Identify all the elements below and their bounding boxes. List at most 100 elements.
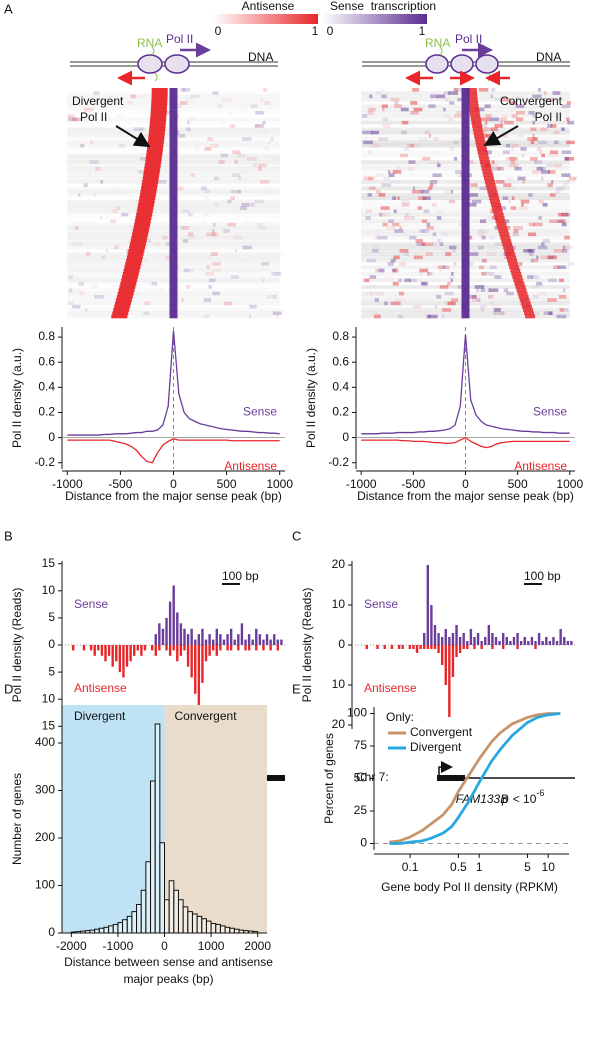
heatmap-band [149, 120, 166, 125]
heatmap-speckle [268, 140, 272, 145]
heatmap-speckle [262, 88, 268, 92]
bar [527, 641, 530, 645]
heatmap-speckle [365, 209, 373, 214]
heatmap-band [468, 104, 479, 109]
tss-arrow [438, 761, 453, 775]
heatmap-speckle [518, 206, 528, 210]
heatmap-speckle [67, 114, 75, 118]
heatmap-speckle [252, 163, 258, 168]
bar [437, 645, 440, 653]
heatmap-band [461, 308, 470, 312]
heatmap-speckle [262, 278, 265, 283]
heatmap-speckle [263, 101, 270, 105]
heatmap-band [461, 150, 470, 155]
heatmap-speckle [73, 242, 83, 247]
bar [229, 645, 233, 651]
colorbar-label: Antisense [242, 0, 295, 13]
heatmap-speckle [242, 137, 252, 141]
heatmap-speckle [68, 265, 71, 269]
heatmap-speckle [453, 114, 464, 118]
heatmap-band [478, 153, 489, 158]
colorbar-label: Sense transcription [330, 0, 436, 13]
heatmap-band [144, 166, 161, 171]
histogram-bar [112, 923, 119, 934]
heatmap-speckle [93, 193, 96, 197]
heatmap-speckle [444, 114, 451, 118]
series-label: Sense [364, 597, 398, 611]
heatmap-speckle [479, 117, 490, 122]
heatmap-band [507, 258, 518, 263]
bar [222, 639, 226, 645]
heatmap-band [513, 278, 524, 283]
bar [140, 645, 143, 656]
heatmap-speckle [133, 127, 144, 132]
bar [190, 628, 193, 645]
bar [473, 645, 476, 649]
heatmap-speckle [401, 199, 410, 204]
heatmap-speckle [562, 245, 566, 250]
heatmap-speckle [491, 127, 498, 132]
y-tick-label: 15 [42, 718, 56, 732]
region [164, 705, 267, 933]
heatmap-speckle [212, 91, 219, 95]
heatmap-speckle [426, 222, 431, 227]
bar [244, 639, 247, 645]
x-tick-label: 1 [476, 860, 483, 874]
heatmap-speckle [481, 272, 486, 276]
heatmap-band [470, 114, 481, 118]
heatmap-speckle [191, 229, 201, 233]
heatmap-speckle [212, 262, 221, 266]
heatmap-speckle [547, 124, 553, 128]
heatmap-speckle [392, 281, 399, 286]
histogram-bar [224, 926, 231, 934]
heatmap-speckle [539, 150, 543, 155]
histogram-bar [103, 926, 110, 934]
bar [247, 634, 251, 645]
heatmap-speckle [547, 183, 553, 187]
heatmap-speckle [516, 111, 525, 115]
heatmap-speckle [262, 120, 266, 125]
heatmap-speckle [381, 104, 388, 109]
heatmap-speckle [393, 255, 400, 260]
heatmap-speckle [78, 281, 84, 286]
heatmap-band [521, 304, 532, 309]
heatmap-speckle [376, 173, 384, 178]
y-tick-label: 0.4 [38, 379, 55, 393]
bar [430, 605, 433, 645]
heatmap-speckle [528, 111, 535, 115]
heatmap-speckle [435, 209, 445, 214]
heatmap-band [169, 196, 178, 201]
heatmap-band [505, 252, 516, 256]
x-tick-label: 10 [542, 860, 556, 874]
p-value-part: p [501, 792, 509, 806]
bar [408, 645, 412, 649]
heatmap-speckle [371, 143, 381, 148]
bar [262, 639, 265, 645]
heatmap-speckle [262, 131, 266, 135]
heatmap-speckle [538, 199, 544, 204]
bar [233, 639, 236, 645]
heatmap-speckle [561, 222, 567, 227]
heatmap-speckle [520, 147, 527, 151]
heatmap-band [151, 97, 168, 102]
heatmap-band [150, 117, 167, 122]
bar [480, 645, 483, 649]
heatmap-speckle [450, 278, 453, 283]
heatmap-speckle [494, 275, 502, 279]
heatmap-band [169, 222, 178, 227]
heatmap-band [169, 150, 178, 155]
heatmap-speckle [434, 304, 437, 309]
heatmap-band [169, 285, 178, 289]
y-axis-label: Number of genes [10, 773, 24, 865]
heatmap-band [169, 153, 178, 158]
heatmap-band [169, 140, 178, 145]
heatmap-speckle [484, 150, 492, 155]
heatmap-band [461, 219, 470, 224]
heatmap-speckle [444, 97, 449, 102]
heatmap-speckle [266, 295, 275, 299]
heatmap-speckle [211, 268, 221, 273]
heatmap-band [169, 258, 178, 263]
y-tick-label: 100 [35, 878, 55, 892]
heatmap-speckle [494, 124, 504, 128]
heatmap-speckle [195, 147, 199, 151]
